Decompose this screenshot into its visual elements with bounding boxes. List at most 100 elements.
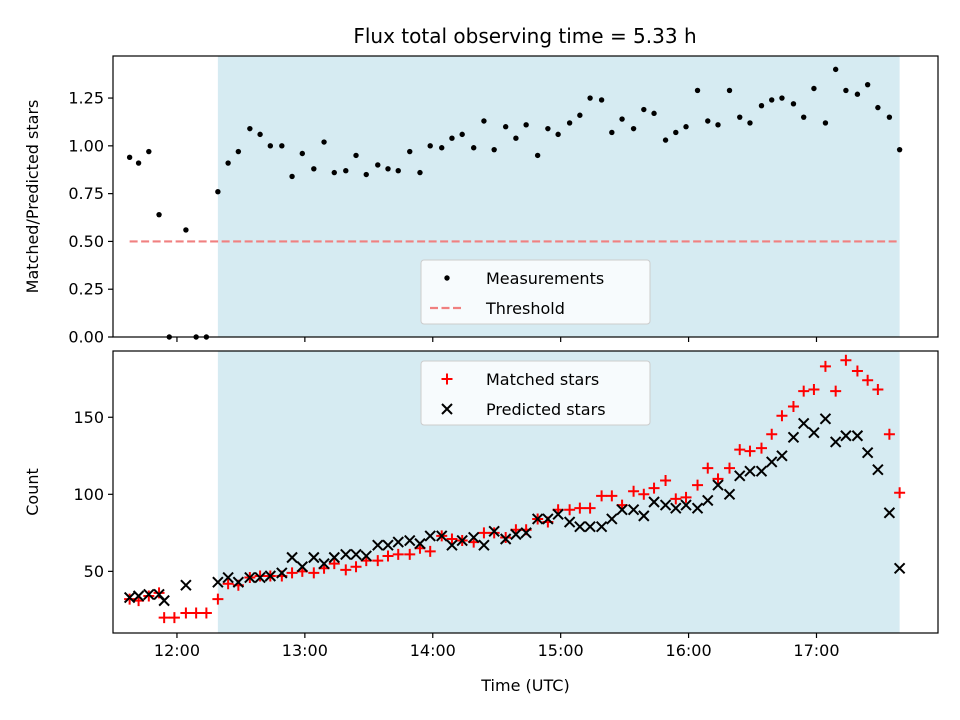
predicted-star-point [659, 499, 672, 511]
matched-star-point [830, 385, 842, 397]
predicted-star-point [734, 470, 746, 482]
legend: Measurements Threshold [420, 259, 651, 325]
measurement-point [619, 116, 625, 122]
measurement-point [790, 101, 797, 107]
measurement-point [651, 110, 657, 117]
measurement-point [126, 154, 133, 161]
measurement-point [385, 166, 391, 172]
matched-star-point [382, 550, 394, 562]
predicted-star-point [340, 548, 352, 561]
measurement-point [673, 129, 679, 136]
matched-star-point [692, 479, 704, 491]
predicted-star-point [499, 533, 512, 545]
predicted-star-point [861, 446, 874, 459]
matched-star-point [372, 555, 384, 567]
predicted-star-point [829, 436, 842, 448]
measurement-point [439, 145, 445, 151]
measurement-point [299, 150, 306, 157]
predicted-star-point [595, 520, 608, 533]
x-tick-label: 16:00 [666, 641, 712, 660]
matched-star-point [670, 493, 682, 505]
y-tick-label: 100 [73, 485, 104, 504]
predicted-star-point [563, 516, 576, 528]
predicted-star-point [584, 520, 596, 533]
x-axis-label: Time (UTC) [480, 676, 569, 695]
predicted-star-point [723, 488, 736, 501]
predicted-star-point [296, 561, 309, 573]
legend-marker-measurements [444, 275, 450, 281]
measurement-point [343, 167, 349, 174]
matched-star-point [212, 593, 224, 605]
panel-bottom: 50 100 150 12:00 13:00 14:00 15:00 16:00 17:00 Co… [23, 350, 939, 695]
measurement-point [886, 114, 893, 120]
predicted-star-point [424, 530, 436, 542]
legend-label: Measurements [486, 269, 604, 288]
measurement-point [811, 85, 817, 92]
measurement-point [545, 125, 551, 132]
y-axis-label: Matched/Predicted stars [23, 100, 42, 294]
predicted-star-point [446, 539, 458, 551]
matched-star-point [254, 570, 266, 582]
measurement-point [289, 173, 295, 180]
measurement-point [183, 227, 189, 233]
plot-frame [112, 350, 939, 634]
measurement-point [843, 87, 849, 94]
matched-star-point [404, 548, 416, 560]
matched-star-point [478, 527, 490, 539]
matched-star-point [168, 612, 180, 624]
matched-star-point [819, 360, 831, 372]
predicted-star-point [404, 534, 416, 547]
measurement-point [449, 135, 455, 141]
matched-star-point [446, 533, 458, 545]
matched-star-point [851, 365, 863, 377]
measurement-point [407, 148, 413, 155]
matched-star-point [350, 561, 362, 573]
measurement-point [225, 160, 231, 166]
measurement-point [523, 122, 529, 128]
matched-star-point [340, 564, 352, 576]
measurement-point [331, 169, 337, 176]
measurement-point [146, 148, 152, 155]
measurement-point [215, 189, 221, 195]
predicted-star-point [702, 494, 714, 507]
measurement-point [470, 145, 477, 151]
measurement-point [864, 81, 871, 88]
matched-star-point [648, 482, 660, 494]
measurement-point [577, 112, 583, 118]
measurement-point [587, 95, 593, 101]
matched-star-point [724, 462, 736, 474]
measurement-point [683, 124, 689, 130]
matched-star-point [744, 445, 756, 457]
measurement-point [395, 167, 401, 174]
matched-star-point [584, 502, 596, 514]
predicted-star-point [542, 513, 554, 525]
predicted-star-point [232, 576, 245, 588]
predicted-star-point [787, 431, 800, 444]
predicted-star-point [143, 588, 155, 601]
predicted-star-point [158, 594, 170, 607]
measurement-point [417, 169, 423, 176]
matched-star-point [872, 384, 884, 396]
series-predicted-stars [123, 413, 906, 607]
measurement-point [502, 124, 509, 130]
matched-star-point [190, 607, 202, 619]
legend-marker-matched [441, 373, 453, 385]
measurement-point [363, 171, 369, 178]
y-tick-label: 1.25 [68, 89, 104, 108]
predicted-star-point [574, 520, 586, 533]
matched-star-point [766, 428, 778, 440]
matched-star-point [660, 474, 672, 486]
measurement-point [566, 120, 573, 126]
predicted-star-point [531, 513, 544, 525]
measurement-point [769, 97, 775, 103]
matched-star-point [787, 400, 799, 412]
predicted-star-point [360, 550, 372, 562]
measurement-point [694, 87, 701, 94]
measurement-point [598, 97, 605, 103]
predicted-star-point [819, 413, 832, 425]
predicted-star-point [264, 570, 277, 582]
measurement-point [662, 137, 669, 143]
predicted-star-point [328, 551, 340, 564]
predicted-star-point [744, 465, 756, 477]
measurement-point [257, 131, 263, 138]
